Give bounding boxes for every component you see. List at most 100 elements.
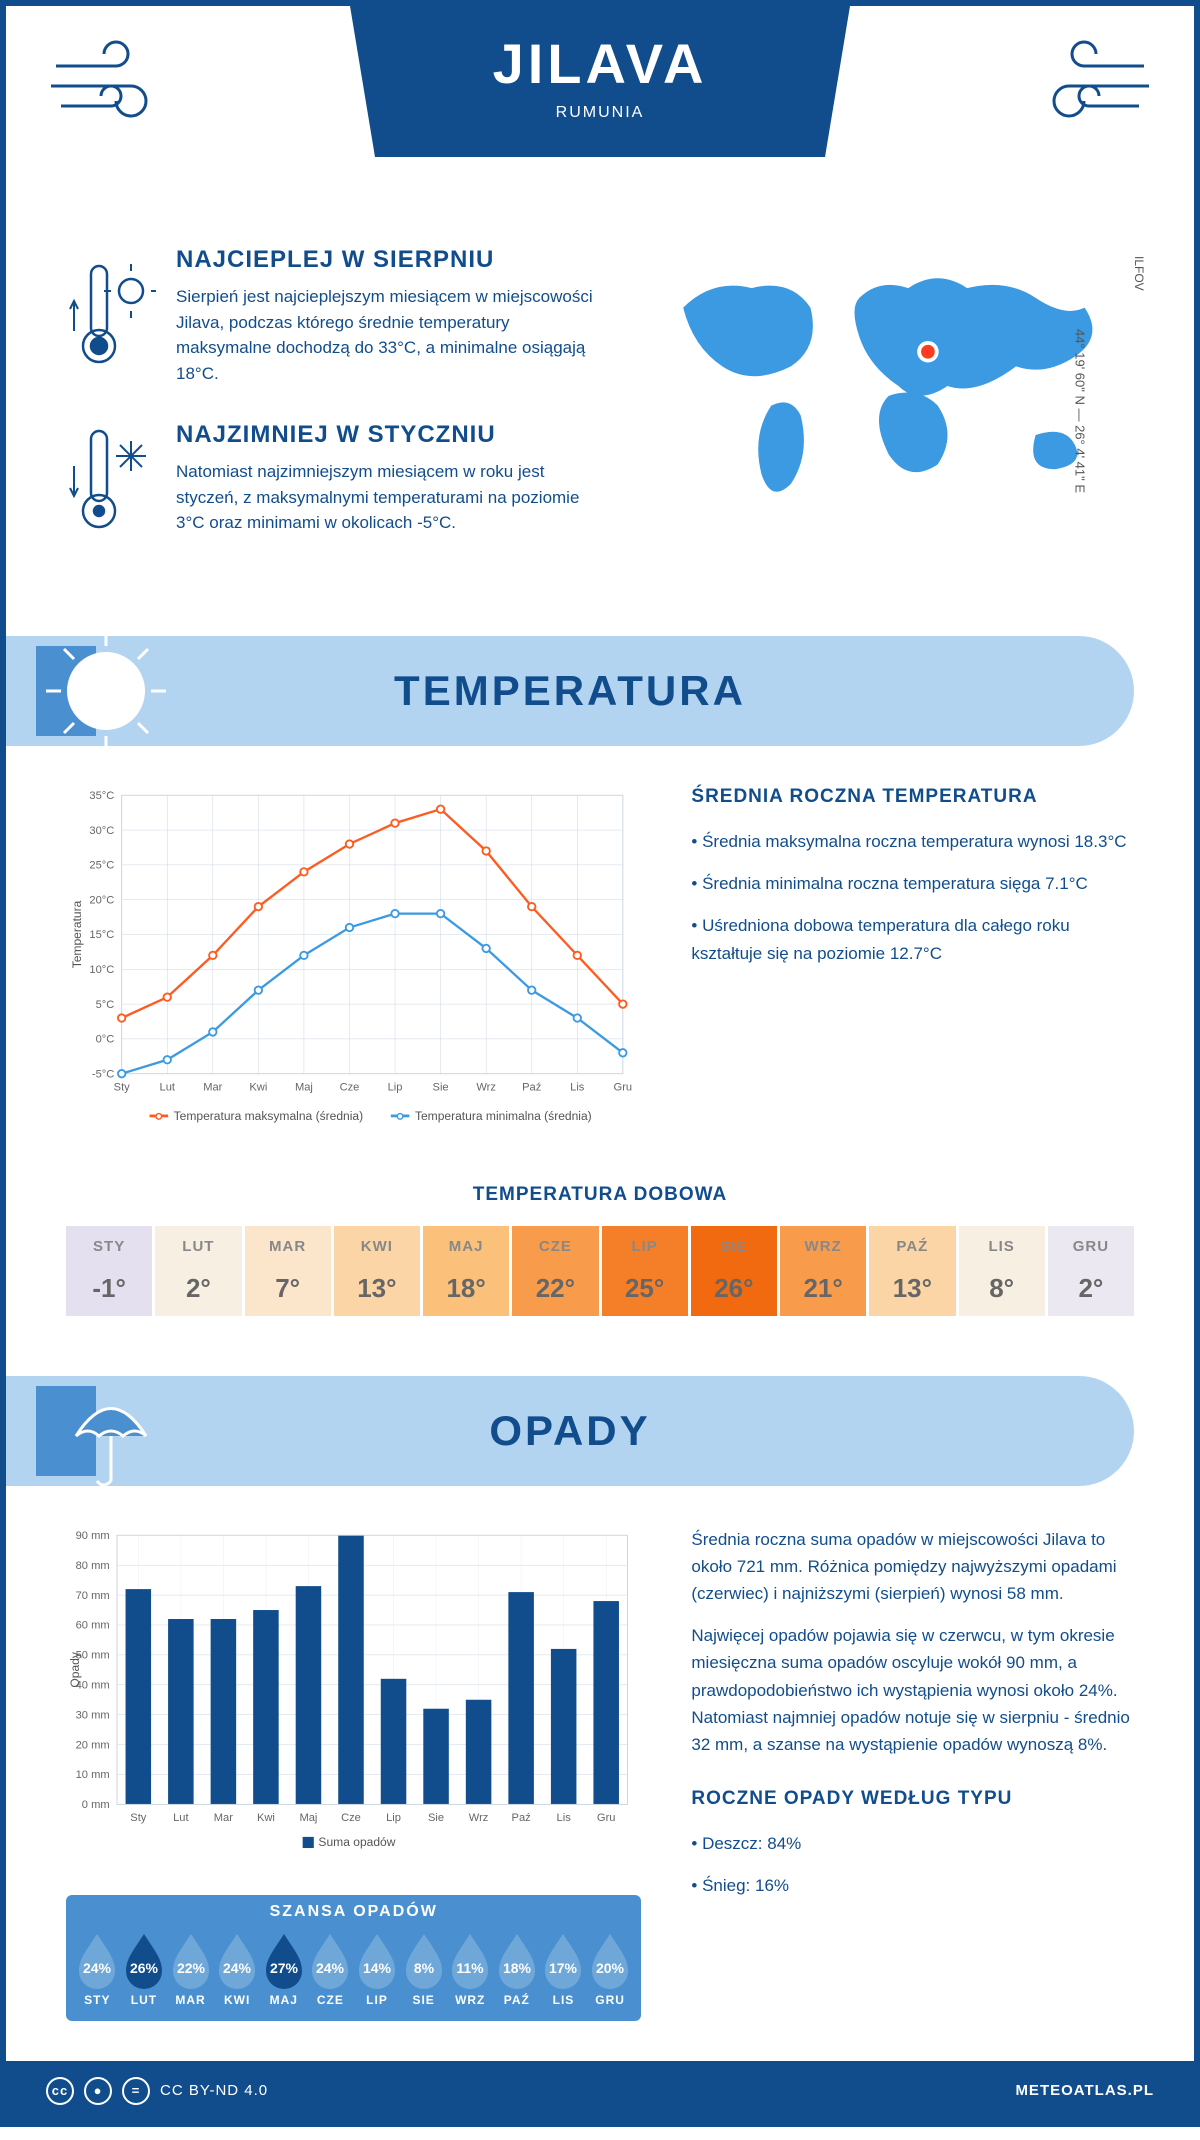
svg-text:Sty: Sty xyxy=(130,1812,147,1824)
daily-temp-cell: KWI13° xyxy=(334,1226,420,1316)
svg-text:Lip: Lip xyxy=(388,1081,403,1093)
svg-text:Wrz: Wrz xyxy=(469,1812,489,1824)
header-banner: JILAVA RUMUNIA xyxy=(350,6,850,157)
daily-temp-cell: STY-1° xyxy=(66,1226,152,1316)
svg-text:Cze: Cze xyxy=(340,1081,360,1093)
daily-temperature: TEMPERATURA DOBOWA STY-1°LUT2°MAR7°KWI13… xyxy=(6,1184,1194,1356)
precip-p2: Najwięcej opadów pojawia się w czerwcu, … xyxy=(691,1622,1134,1758)
svg-text:24%: 24% xyxy=(83,1960,112,1976)
svg-text:Paź: Paź xyxy=(512,1812,532,1824)
city-title: JILAVA xyxy=(430,31,770,96)
svg-text:Sie: Sie xyxy=(433,1081,449,1093)
svg-text:Kwi: Kwi xyxy=(249,1081,267,1093)
precipitation-title: OPADY xyxy=(186,1407,1134,1455)
svg-text:Maj: Maj xyxy=(295,1081,313,1093)
chance-title: SZANSA OPADÓW xyxy=(66,1903,641,1921)
precip-chance-drop: 24% KWI xyxy=(214,1931,261,2007)
temp-info-title: ŚREDNIA ROCZNA TEMPERATURA xyxy=(691,786,1134,808)
daily-temp-cell: WRZ21° xyxy=(780,1226,866,1316)
svg-text:60 mm: 60 mm xyxy=(76,1619,110,1631)
svg-text:Cze: Cze xyxy=(341,1812,361,1824)
svg-text:11%: 11% xyxy=(457,1960,485,1976)
svg-text:Gru: Gru xyxy=(614,1081,633,1093)
svg-text:26%: 26% xyxy=(130,1960,159,1976)
svg-text:30 mm: 30 mm xyxy=(76,1709,110,1721)
country-label: RUMUNIA xyxy=(430,104,770,122)
precip-chance-drop: 11% WRZ xyxy=(447,1931,494,2007)
svg-text:18%: 18% xyxy=(503,1960,532,1976)
svg-text:14%: 14% xyxy=(363,1960,392,1976)
precip-chance-drop: 27% MAJ xyxy=(260,1931,307,2007)
svg-text:24%: 24% xyxy=(316,1960,345,1976)
svg-text:8%: 8% xyxy=(413,1960,434,1976)
svg-text:24%: 24% xyxy=(223,1960,252,1976)
svg-text:27%: 27% xyxy=(270,1960,299,1976)
svg-text:Maj: Maj xyxy=(299,1812,317,1824)
svg-text:10°C: 10°C xyxy=(89,964,114,976)
svg-text:Temperatura: Temperatura xyxy=(70,900,84,968)
temperature-info: ŚREDNIA ROCZNA TEMPERATURA Średnia maksy… xyxy=(691,786,1134,1144)
coordinates: 44° 19' 60" N — 26° 4' 41" E xyxy=(1072,329,1087,493)
precip-chance-drop: 14% LIP xyxy=(354,1931,401,2007)
svg-text:0°C: 0°C xyxy=(96,1034,115,1046)
svg-text:Lip: Lip xyxy=(386,1812,401,1824)
footer: cc ● = CC BY-ND 4.0 METEOATLAS.PL xyxy=(6,2061,1194,2121)
by-icon: ● xyxy=(84,2077,112,2105)
precipitation-section-header: OPADY xyxy=(6,1376,1134,1486)
svg-text:Sty: Sty xyxy=(114,1081,131,1093)
world-map xyxy=(644,246,1134,526)
svg-text:Lut: Lut xyxy=(160,1081,176,1093)
svg-text:Paź: Paź xyxy=(522,1081,542,1093)
daily-temp-cell: MAR7° xyxy=(245,1226,331,1316)
daily-temp-title: TEMPERATURA DOBOWA xyxy=(66,1184,1134,1206)
hottest-title: NAJCIEPLEJ W SIERPNIU xyxy=(176,246,604,274)
daily-temp-cell: SIE26° xyxy=(691,1226,777,1316)
precip-chance-drop: 17% LIS xyxy=(540,1931,587,2007)
precip-type: Deszcz: 84% xyxy=(691,1830,1134,1857)
daily-temp-cell: MAJ18° xyxy=(423,1226,509,1316)
precip-p1: Średnia roczna suma opadów w miejscowośc… xyxy=(691,1526,1134,1608)
svg-text:Gru: Gru xyxy=(597,1812,616,1824)
svg-text:20%: 20% xyxy=(596,1960,625,1976)
temperature-chart: -5°C0°C5°C10°C15°C20°C25°C30°C35°CStyLut… xyxy=(66,786,641,1144)
precip-chance-drop: 8% SIE xyxy=(400,1931,447,2007)
umbrella-icon xyxy=(36,1361,176,1501)
precipitation-chart: 0 mm10 mm20 mm30 mm40 mm50 mm60 mm70 mm8… xyxy=(66,1526,641,1860)
svg-text:20 mm: 20 mm xyxy=(76,1739,110,1751)
temperature-title: TEMPERATURA xyxy=(186,667,1134,715)
temp-bullet: Średnia maksymalna roczna temperatura wy… xyxy=(691,828,1134,855)
precipitation-chance: SZANSA OPADÓW 24% STY 26% LUT 22% MAR 24… xyxy=(66,1895,641,2021)
precipitation-info: Średnia roczna suma opadów w miejscowośc… xyxy=(691,1526,1134,2021)
daily-temp-cell: CZE22° xyxy=(512,1226,598,1316)
svg-text:0 mm: 0 mm xyxy=(82,1799,110,1811)
precip-chance-drop: 18% PAŹ xyxy=(494,1931,541,2007)
coldest-fact: NAJZIMNIEJ W STYCZNIU Natomiast najzimni… xyxy=(66,421,604,541)
header: JILAVA RUMUNIA xyxy=(6,6,1194,226)
svg-text:Sie: Sie xyxy=(428,1812,444,1824)
svg-text:35°C: 35°C xyxy=(89,790,114,802)
svg-text:Temperatura minimalna (średnia: Temperatura minimalna (średnia) xyxy=(415,1109,592,1123)
thermometer-cold-icon xyxy=(66,421,156,541)
svg-text:70 mm: 70 mm xyxy=(76,1589,110,1601)
svg-text:Kwi: Kwi xyxy=(257,1812,275,1824)
svg-text:22%: 22% xyxy=(177,1960,206,1976)
svg-text:Lis: Lis xyxy=(557,1812,572,1824)
hottest-fact: NAJCIEPLEJ W SIERPNIU Sierpień jest najc… xyxy=(66,246,604,386)
precip-chance-drop: 20% GRU xyxy=(587,1931,634,2007)
svg-text:Mar: Mar xyxy=(203,1081,222,1093)
svg-text:30°C: 30°C xyxy=(89,825,114,837)
thermometer-hot-icon xyxy=(66,246,156,386)
svg-text:15°C: 15°C xyxy=(89,929,114,941)
svg-text:Lut: Lut xyxy=(173,1812,189,1824)
precip-type: Śnieg: 16% xyxy=(691,1872,1134,1899)
svg-text:5°C: 5°C xyxy=(96,999,115,1011)
coldest-text: Natomiast najzimniejszym miesiącem w rok… xyxy=(176,459,604,536)
svg-text:10 mm: 10 mm xyxy=(76,1769,110,1781)
daily-temp-cell: GRU2° xyxy=(1048,1226,1134,1316)
precip-chance-drop: 24% STY xyxy=(74,1931,121,2007)
region-label: ILFOV xyxy=(1132,256,1146,291)
svg-text:Wrz: Wrz xyxy=(476,1081,496,1093)
svg-text:25°C: 25°C xyxy=(89,860,114,872)
daily-temp-cell: LIP25° xyxy=(602,1226,688,1316)
svg-text:Mar: Mar xyxy=(214,1812,233,1824)
